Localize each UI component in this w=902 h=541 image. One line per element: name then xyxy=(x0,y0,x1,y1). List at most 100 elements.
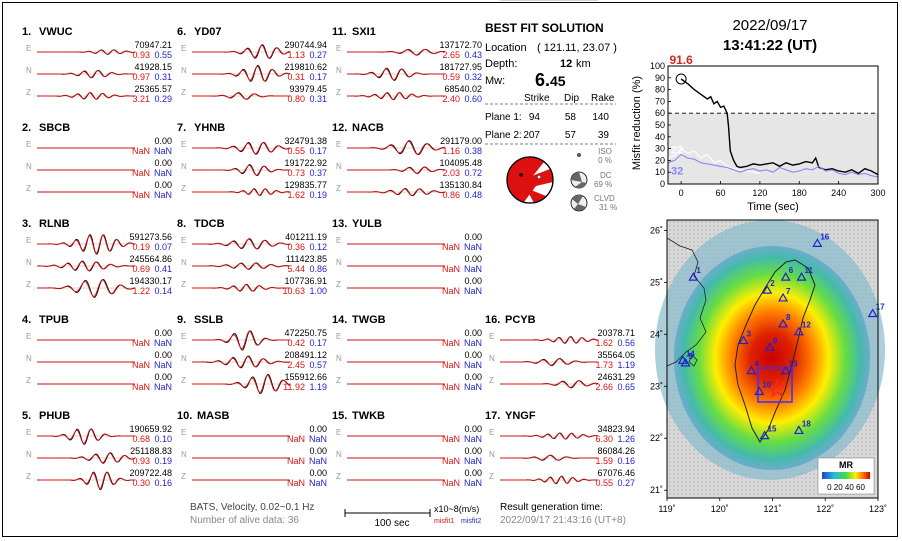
amplitude-value: 0.00 xyxy=(309,424,327,434)
synthetic-trace xyxy=(347,166,446,174)
station-panel-nacb: 12. NACB E 291179.001.16 0.38 N 104095.482.03 0… xyxy=(332,122,482,200)
component-label: N xyxy=(336,450,342,459)
misfit2-value: NaN xyxy=(154,338,172,348)
station-code: SXI1 xyxy=(352,26,376,38)
synthetic-trace xyxy=(37,92,136,100)
misfit2-value: NaN xyxy=(464,286,482,296)
component-label: E xyxy=(489,332,494,341)
station-code: PCYB xyxy=(505,314,536,326)
station-number: 11. xyxy=(332,26,347,38)
component-label: Z xyxy=(181,376,186,385)
misfit2-value: 1.19 xyxy=(309,382,327,392)
misfit2-value: 0.27 xyxy=(309,50,327,60)
station-code: RLNB xyxy=(39,218,70,230)
station-number: 3. xyxy=(22,218,31,230)
synthetic-trace xyxy=(192,65,291,82)
misfit1-value: 5.44 xyxy=(287,264,305,274)
misfit1-value: NaN xyxy=(442,264,460,274)
amplitude-value: 137172.70 xyxy=(439,40,482,50)
misfit1-value: 11.92 xyxy=(283,382,305,392)
component-label: N xyxy=(181,354,187,363)
misfit2-value: 0.17 xyxy=(309,146,327,156)
station-code: TWKB xyxy=(352,410,385,422)
component-label: E xyxy=(181,236,186,245)
station-panel-vwuc: 1. VWUC E 70947.210.93 0.55 N 41928.150.97 0.31… xyxy=(22,26,172,104)
amplitude-value: 129835.77 xyxy=(284,180,327,190)
component-label: N xyxy=(336,162,342,171)
misfit1-value: 1.62 xyxy=(287,190,305,200)
misfit1-value: NaN xyxy=(132,168,150,178)
misfit2-value: 0.19 xyxy=(154,456,172,466)
component-label: E xyxy=(26,236,31,245)
misfit1-value: 0.97 xyxy=(132,72,150,82)
station-number: 12. xyxy=(332,122,347,134)
amplitude-value: 190659.92 xyxy=(129,424,172,434)
component-label: Z xyxy=(26,376,31,385)
misfit1-value: 6.30 xyxy=(595,434,613,444)
component-label: E xyxy=(181,44,186,53)
synthetic-trace xyxy=(346,92,446,100)
station-panel-sslb: 9. SSLB E 472250.750.42 0.17 N 208491.122.45 0.… xyxy=(177,314,327,395)
synthetic-trace xyxy=(192,284,291,292)
misfit1-value: NaN xyxy=(442,360,460,370)
amplitude-value: 290744.94 xyxy=(284,40,327,50)
synthetic-trace xyxy=(500,380,599,388)
amplitude-value: 154055.23 xyxy=(592,0,635,2)
misfit1-value: 0.30 xyxy=(132,478,150,488)
misfit1-value: 1.16 xyxy=(442,146,460,156)
misfit1-value: NaN xyxy=(287,456,305,466)
component-label: Z xyxy=(181,280,186,289)
component-label: N xyxy=(26,162,32,171)
amplitude-value: 155912.66 xyxy=(284,372,327,382)
component-label: Z xyxy=(181,472,186,481)
amplitude-value: 86084.26 xyxy=(597,446,635,456)
misfit1-value: 0.59 xyxy=(442,72,460,82)
component-label: N xyxy=(489,354,495,363)
misfit1-value: NaN xyxy=(442,456,460,466)
component-label: Z xyxy=(336,472,341,481)
amplitude-value: 0.00 xyxy=(464,372,482,382)
amplitude-value: 251188.83 xyxy=(130,446,172,456)
station-panel-lyub: 18.LYUBE214972.701.281.31N233735.530.280… xyxy=(485,0,635,3)
station-number: 16. xyxy=(485,314,500,326)
synthetic-trace xyxy=(37,279,136,297)
misfit1-value: NaN xyxy=(132,382,150,392)
synthetic-trace xyxy=(500,336,599,344)
amplitude-value: 0.00 xyxy=(309,468,327,478)
observed-trace xyxy=(37,428,135,445)
station-code: SSLB xyxy=(194,314,223,326)
misfit1-value: NaN xyxy=(442,338,460,348)
station-number: 8. xyxy=(177,218,186,230)
component-label: E xyxy=(336,236,341,245)
component-label: N xyxy=(489,450,495,459)
misfit1-value: NaN xyxy=(132,190,150,200)
component-label: N xyxy=(489,0,495,2)
component-label: E xyxy=(336,140,341,149)
station-code: PHUB xyxy=(39,410,70,422)
misfit1-value: 0.69 xyxy=(132,264,150,274)
station-number: 13. xyxy=(332,218,347,230)
station-code: YD07 xyxy=(194,26,222,38)
misfit2-value: 0.14 xyxy=(154,286,172,296)
station-panel-yngf: 17. YNGF E 34823.946.30 1.26 N 86084.261.59 0.1… xyxy=(485,410,635,488)
station-number: 2. xyxy=(22,122,31,134)
amplitude-value: 34823.94 xyxy=(597,424,635,434)
misfit1-value: NaN xyxy=(442,382,460,392)
amplitude-value: 0.00 xyxy=(464,424,482,434)
misfit2-value: 0.56 xyxy=(617,338,635,348)
station-panel-sxi1: 11. SXI1 E 137172.702.65 0.43 N 181727.950.59 0… xyxy=(332,26,482,104)
misfit2-value: 0.43 xyxy=(464,50,482,60)
misfit1-value: 0.80 xyxy=(287,94,305,104)
misfit2-value: 0.27 xyxy=(617,478,635,488)
misfit2-value: 0.32 xyxy=(464,72,482,82)
station-number: 15. xyxy=(332,410,347,422)
misfit2-value: 0.31 xyxy=(309,94,327,104)
component-label: E xyxy=(336,44,341,53)
misfit1-value: NaN xyxy=(442,242,460,252)
misfit2-value: 1.26 xyxy=(617,434,635,444)
station-number: 7. xyxy=(177,122,186,134)
misfit2-value: 0.48 xyxy=(464,190,482,200)
